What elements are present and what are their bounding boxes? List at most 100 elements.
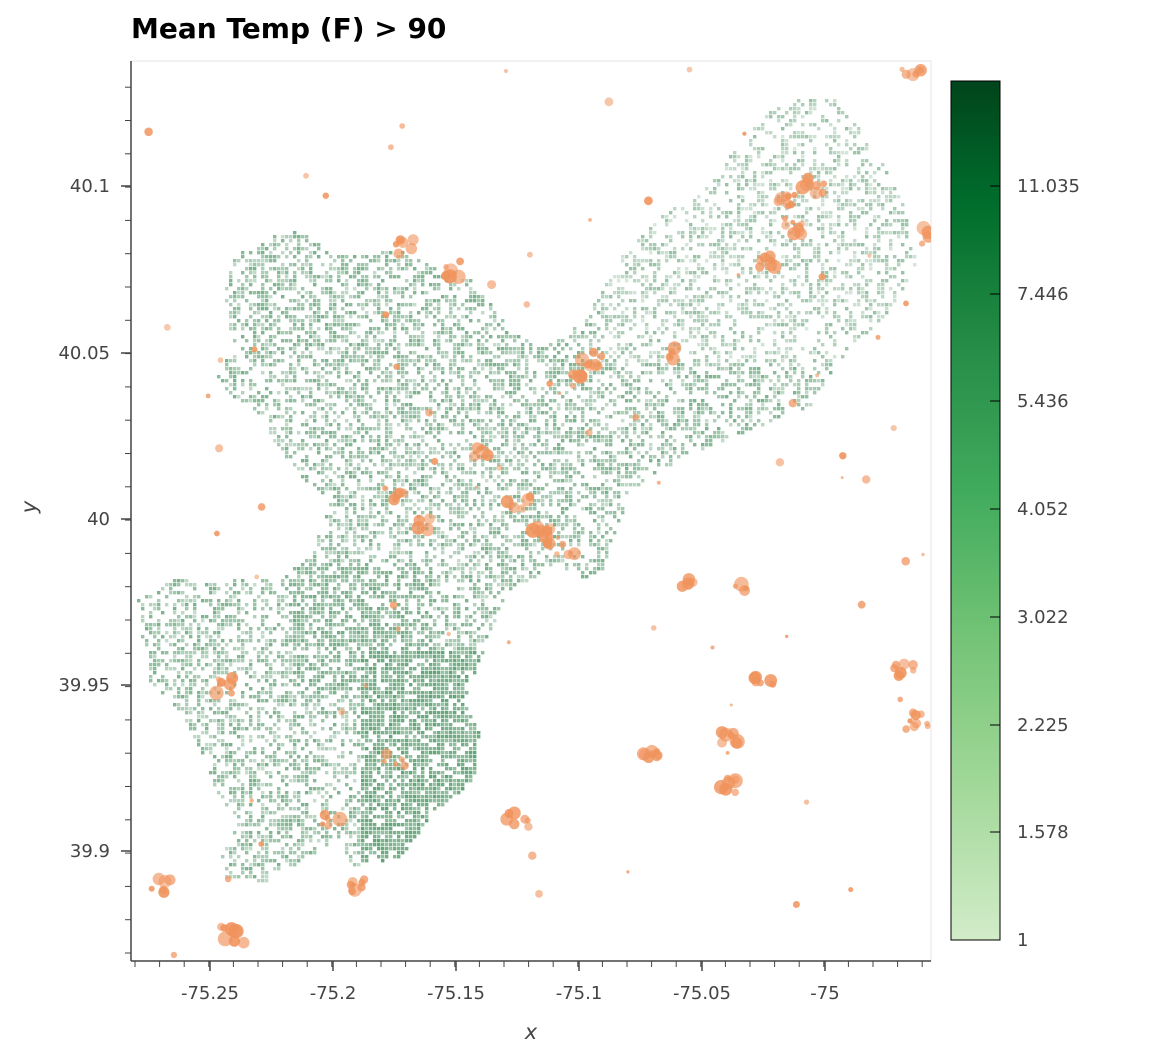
density-cell (361, 355, 365, 359)
density-cell (417, 419, 421, 423)
density-cell (625, 467, 629, 471)
density-cell (313, 279, 317, 283)
density-cell (833, 303, 837, 307)
density-cell (621, 419, 625, 423)
density-cell (409, 559, 413, 563)
density-cell (697, 315, 701, 319)
density-cell (277, 243, 281, 247)
density-cell (381, 295, 385, 299)
density-cell (765, 215, 769, 219)
density-cell (549, 359, 553, 363)
density-cell (441, 551, 445, 555)
density-cell (617, 331, 621, 335)
density-cell (597, 347, 601, 351)
density-cell (401, 267, 405, 271)
density-cell (433, 267, 437, 271)
density-cell (785, 163, 789, 167)
density-cell (793, 267, 797, 271)
density-cell (461, 483, 465, 487)
density-cell (613, 479, 617, 483)
density-cell (741, 355, 745, 359)
density-cell (389, 527, 393, 531)
density-cell (789, 331, 793, 335)
density-cell (281, 279, 285, 283)
density-cell (385, 467, 389, 471)
density-cell (425, 307, 429, 311)
density-cell (317, 363, 321, 367)
density-cell (361, 263, 365, 267)
density-cell (501, 327, 505, 331)
density-cell (689, 235, 693, 239)
density-cell (761, 211, 765, 215)
density-cell (457, 371, 461, 375)
density-cell (713, 279, 717, 283)
density-cell (481, 419, 485, 423)
density-cell (773, 163, 777, 167)
density-cell (697, 359, 701, 363)
density-cell (657, 355, 661, 359)
density-cell (345, 547, 349, 551)
density-cell (577, 407, 581, 411)
density-cell (233, 387, 237, 391)
density-cell (309, 331, 313, 335)
density-cell (621, 411, 625, 415)
density-cell (793, 199, 797, 203)
density-cell (821, 211, 825, 215)
density-cell (393, 323, 397, 327)
density-cell (857, 147, 861, 151)
density-cell (549, 491, 553, 495)
density-cell (345, 539, 349, 543)
density-cell (653, 455, 657, 459)
density-cell (557, 403, 561, 407)
density-cell (361, 455, 365, 459)
density-cell (329, 395, 333, 399)
density-cell (781, 335, 785, 339)
density-cell (741, 311, 745, 315)
density-cell (385, 323, 389, 327)
density-cell (373, 463, 377, 467)
density-cell (437, 275, 441, 279)
density-cell (301, 387, 305, 391)
density-cell (809, 379, 813, 383)
density-cell (709, 207, 713, 211)
density-cell (637, 475, 641, 479)
density-cell (357, 487, 361, 491)
density-cell (405, 519, 409, 523)
density-cell (645, 327, 649, 331)
density-cell (645, 431, 649, 435)
density-cell (437, 287, 441, 291)
density-cell (861, 315, 865, 319)
density-cell (393, 311, 397, 315)
density-cell (529, 515, 533, 519)
density-cell (805, 387, 809, 391)
density-cell (621, 367, 625, 371)
density-cell (281, 359, 285, 363)
density-cell (373, 399, 377, 403)
density-cell (497, 347, 501, 351)
density-cell (641, 247, 645, 251)
density-cell (345, 279, 349, 283)
density-cell (425, 443, 429, 447)
density-cell (577, 431, 581, 435)
density-cell (681, 367, 685, 371)
density-cell (569, 407, 573, 411)
density-cell (225, 379, 229, 383)
density-cell (697, 435, 701, 439)
density-cell (369, 459, 373, 463)
density-cell (857, 151, 861, 155)
density-cell (309, 335, 313, 339)
density-cell (309, 243, 313, 247)
density-cell (741, 235, 745, 239)
density-cell (569, 431, 573, 435)
density-cell (641, 283, 645, 287)
density-cell (781, 151, 785, 155)
density-cell (521, 343, 525, 347)
density-cell (797, 255, 801, 259)
density-cell (541, 495, 545, 499)
density-cell (865, 331, 869, 335)
density-cell (513, 399, 517, 403)
density-cell (729, 363, 733, 367)
density-cell (825, 363, 829, 367)
density-cell (413, 283, 417, 287)
